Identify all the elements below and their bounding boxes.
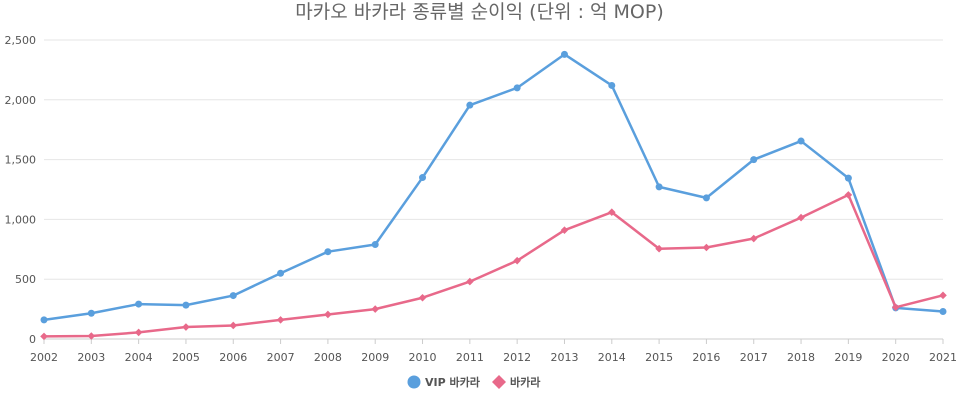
x-tick-label: 2004 xyxy=(125,351,153,364)
x-tick-label: 2007 xyxy=(267,351,295,364)
x-tick-label: 2002 xyxy=(30,351,58,364)
legend-item-1[interactable]: VIP 바카라 xyxy=(407,375,481,389)
legend-label: VIP 바카라 xyxy=(425,375,481,389)
y-tick-label: 0 xyxy=(29,333,36,346)
data-point[interactable] xyxy=(418,293,427,302)
x-tick-label: 2010 xyxy=(409,351,437,364)
data-point[interactable] xyxy=(182,301,190,309)
data-point[interactable] xyxy=(608,81,616,89)
x-tick-label: 2006 xyxy=(219,351,247,364)
x-tick-label: 2017 xyxy=(740,351,768,364)
data-point[interactable] xyxy=(513,84,521,92)
x-tick-label: 2020 xyxy=(882,351,910,364)
grid-layer xyxy=(44,39,943,340)
data-point[interactable] xyxy=(797,213,805,222)
data-point[interactable] xyxy=(655,244,663,253)
data-point[interactable] xyxy=(750,156,758,164)
x-tick-label: 2016 xyxy=(692,351,720,364)
x-tick-label: 2005 xyxy=(172,351,200,364)
data-point[interactable] xyxy=(702,194,710,202)
x-tick-label: 2021 xyxy=(929,351,957,364)
x-axis-ticks: 2002 2003 2004 2005 2006 2007 2008 2009 2010 2011… xyxy=(30,339,957,364)
data-point[interactable] xyxy=(466,101,474,109)
data-point[interactable] xyxy=(560,226,569,234)
x-tick-label: 2018 xyxy=(787,351,815,364)
data-point[interactable] xyxy=(134,328,143,337)
data-point[interactable] xyxy=(607,208,616,217)
data-point[interactable] xyxy=(40,316,48,324)
data-point[interactable] xyxy=(702,243,711,252)
data-point[interactable] xyxy=(560,50,568,58)
data-point[interactable] xyxy=(135,300,143,308)
x-tick-label: 2012 xyxy=(503,351,531,364)
legend-diamond-marker xyxy=(492,375,506,389)
y-tick-label: 1,500 xyxy=(5,154,37,167)
data-point[interactable] xyxy=(891,303,900,312)
data-point[interactable] xyxy=(655,183,663,191)
x-tick-label: 2014 xyxy=(598,351,626,364)
data-point[interactable] xyxy=(466,277,474,286)
y-axis-ticks: 0 500 1,000 1,500 2,000 2,500 xyxy=(5,34,37,346)
data-point[interactable] xyxy=(40,332,48,341)
x-tick-label: 2015 xyxy=(645,351,673,364)
legend-label: 바카라 xyxy=(510,375,541,389)
data-point[interactable] xyxy=(371,241,379,249)
legend-circle-marker xyxy=(407,375,421,389)
data-point[interactable] xyxy=(844,191,853,199)
series-layer xyxy=(40,50,947,341)
legend-item-2[interactable]: 바카라 xyxy=(492,375,541,389)
data-point[interactable] xyxy=(513,256,521,265)
series-line xyxy=(43,53,944,322)
chart-title: 마카오 바카라 종류별 순이익 (단위 : 억 MOP) xyxy=(295,1,664,23)
series-line xyxy=(43,193,944,338)
data-point[interactable] xyxy=(277,269,285,277)
data-point[interactable] xyxy=(87,332,96,340)
x-tick-label: 2013 xyxy=(550,351,578,364)
data-point[interactable] xyxy=(844,174,852,182)
data-point[interactable] xyxy=(229,292,237,300)
y-tick-label: 500 xyxy=(15,273,36,286)
data-point[interactable] xyxy=(324,310,332,319)
data-point[interactable] xyxy=(87,309,95,317)
data-point[interactable] xyxy=(939,307,947,315)
legend[interactable]: VIP 바카라 바카라 xyxy=(407,375,542,389)
y-tick-label: 2,000 xyxy=(5,94,37,107)
x-tick-label: 2008 xyxy=(314,351,342,364)
data-point[interactable] xyxy=(797,137,805,145)
series-1 xyxy=(40,50,947,324)
data-point[interactable] xyxy=(182,323,190,331)
y-tick-label: 2,500 xyxy=(5,34,37,47)
x-tick-label: 2019 xyxy=(834,351,862,364)
data-point[interactable] xyxy=(749,234,758,243)
data-point[interactable] xyxy=(229,321,238,330)
x-tick-label: 2011 xyxy=(456,351,484,364)
data-point[interactable] xyxy=(939,291,947,300)
x-tick-label: 2009 xyxy=(361,351,389,364)
y-tick-label: 1,000 xyxy=(5,213,37,226)
series-2 xyxy=(40,191,947,341)
data-point[interactable] xyxy=(371,305,380,313)
data-point[interactable] xyxy=(276,316,285,324)
data-point[interactable] xyxy=(419,174,427,182)
x-tick-label: 2003 xyxy=(77,351,105,364)
data-point[interactable] xyxy=(324,248,332,256)
